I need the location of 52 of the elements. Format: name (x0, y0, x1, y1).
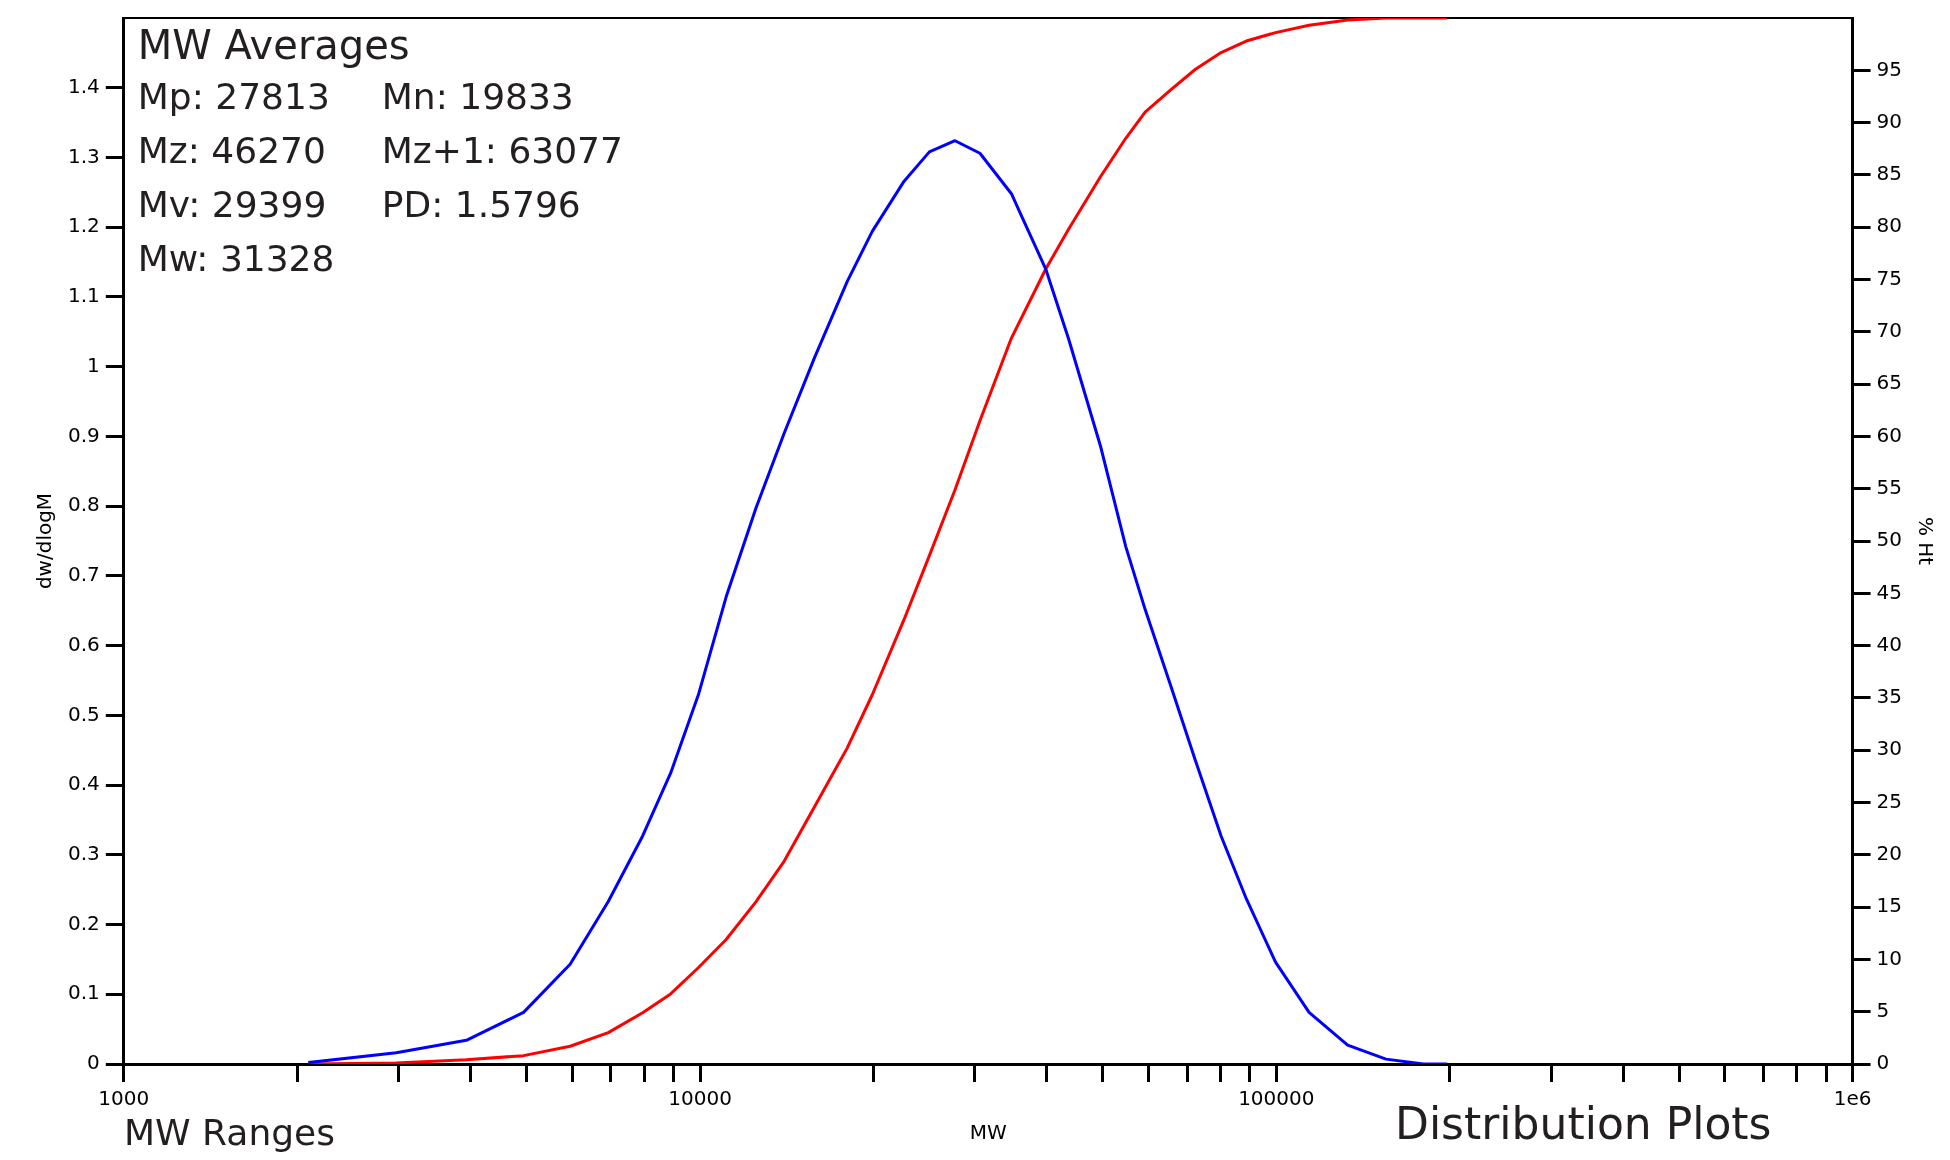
y2-tick-label: 80 (1876, 213, 1902, 238)
y-tick-label: 0.1 (67, 980, 100, 1005)
annotation: Mn: 19833 (381, 76, 574, 117)
y2-tick-label: 55 (1876, 474, 1902, 499)
text: Distribution Plots (1395, 1098, 1772, 1149)
y2-tick-label: 60 (1876, 422, 1902, 447)
annotation: PD: 1.5796 (381, 184, 581, 225)
y2-tick-label: 95 (1876, 56, 1902, 81)
y-tick-label: 1.4 (67, 73, 100, 98)
x-tick-label: 100000 (1238, 1086, 1315, 1111)
x-tick-label: 1000 (98, 1086, 150, 1111)
y-tick-label: 0.2 (67, 910, 100, 935)
y-tick-label: 0.3 (67, 841, 100, 865)
y-tick-label: 0.6 (67, 631, 100, 656)
annotation: Mv: 29399 (137, 184, 327, 225)
y-tick-label: 0.5 (67, 701, 100, 726)
y-tick-label: 0.9 (67, 422, 100, 447)
y2-tick-label: 35 (1876, 684, 1902, 709)
annotation: Mp: 27813 (137, 76, 330, 117)
annotation: MW Averages (137, 22, 410, 68)
annotation: Mw: 31328 (137, 238, 335, 279)
y2-tick-label: 90 (1876, 108, 1902, 133)
y-tick-label: 1 (87, 352, 100, 377)
y-axis-title: dw/dlogM (32, 492, 57, 590)
y-tick-label: 0 (87, 1050, 100, 1075)
annotation: Mz: 46270 (137, 130, 326, 171)
y2-tick-label: 75 (1876, 265, 1902, 290)
y2-axis-title: % Ht (1913, 516, 1938, 566)
y-tick-label: 1.3 (67, 143, 100, 168)
y2-tick-label: 40 (1876, 631, 1902, 656)
y-tick-label: 1.2 (67, 213, 100, 238)
y2-tick-label: 65 (1876, 370, 1902, 395)
y2-tick-label: 30 (1876, 736, 1902, 761)
y-tick-label: 0.8 (67, 492, 100, 517)
y2-tick-label: 20 (1876, 841, 1902, 865)
y-tick-label: 0.7 (67, 562, 100, 587)
y-tick-label: 1.1 (67, 283, 100, 308)
y2-tick-label: 70 (1876, 318, 1902, 342)
annotation: Mz+1: 63077 (381, 130, 623, 171)
y2-tick-label: 5 (1876, 997, 1890, 1022)
y2-tick-label: 0 (1876, 1050, 1890, 1075)
text: MW Ranges (124, 1112, 335, 1153)
x-tick-label: 1e6 (1833, 1086, 1872, 1111)
x-tick-label: 10000 (668, 1086, 732, 1111)
y2-tick-label: 15 (1876, 893, 1902, 918)
y-tick-label: 0.4 (67, 771, 100, 796)
y2-tick-label: 45 (1876, 579, 1902, 604)
y2-tick-label: 50 (1876, 527, 1902, 552)
y2-tick-label: 10 (1876, 945, 1902, 970)
y2-tick-label: 85 (1876, 161, 1902, 186)
x-axis-title: MW (969, 1120, 1007, 1145)
y2-tick-label: 25 (1876, 788, 1902, 813)
